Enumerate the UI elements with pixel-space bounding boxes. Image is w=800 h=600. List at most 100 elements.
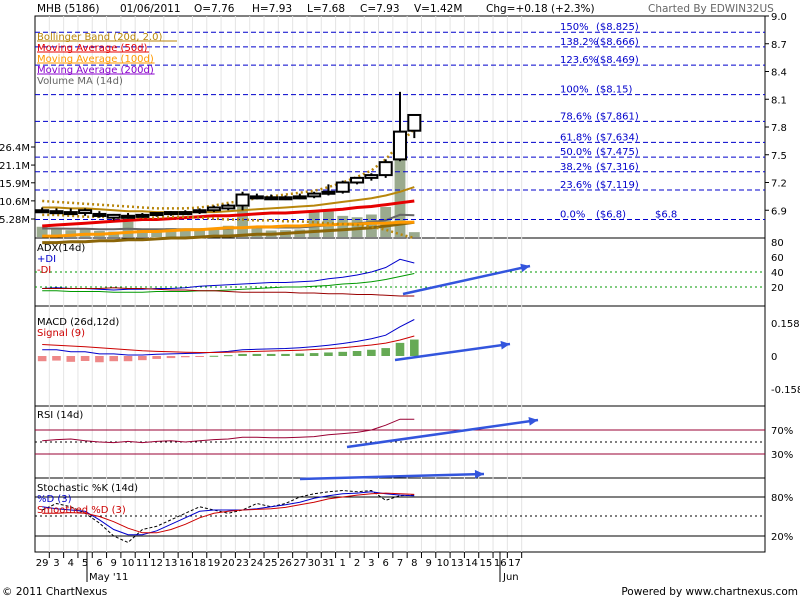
fib-right-label: $6.8	[655, 210, 677, 221]
price-tick-label: 6.9	[771, 206, 787, 217]
x-day-label: 17	[508, 558, 521, 569]
macd-histogram-bar	[352, 351, 362, 356]
macd-histogram-bar	[309, 353, 319, 356]
macd-histogram-bar	[152, 356, 161, 359]
fib-price-label: ($7.119)	[596, 180, 639, 191]
fib-level-label: 38.2%	[560, 162, 592, 173]
fib-price-label: ($8.15)	[596, 85, 633, 96]
volume-tick-label: 10.6M	[0, 197, 30, 208]
header-field: MHB (5186)	[37, 3, 99, 15]
price-tick-label: 8.7	[771, 40, 787, 51]
bollinger-lower-line	[42, 213, 415, 240]
macd-histogram-bar	[367, 349, 376, 356]
x-day-label: 7	[397, 558, 403, 569]
powered-by-label: Powered by www.chartnexus.com	[621, 586, 798, 598]
fib-price-label: ($7.475)	[596, 147, 639, 158]
x-day-label: 10	[437, 558, 450, 569]
header-field: 01/06/2011	[120, 3, 181, 15]
price-legend-entry: Bollinger Band (20d, 2.0)	[37, 32, 163, 43]
volume-bar	[365, 214, 377, 237]
x-day-label: 26	[279, 558, 292, 569]
x-day-label: 24	[250, 558, 263, 569]
x-day-label: 9	[111, 558, 117, 569]
macd-legend-entry: Signal (9)	[37, 328, 85, 339]
candle-body	[278, 196, 293, 201]
rsi-legend-entry: RSI (14d)	[37, 410, 83, 421]
adx-tick-label: 60	[771, 253, 784, 264]
macd-tick-label: -0.158	[771, 385, 800, 396]
candle-body	[221, 204, 236, 210]
x-day-label: 18	[193, 558, 206, 569]
x-day-label: 16	[179, 558, 192, 569]
macd-trend-arrow	[394, 342, 511, 362]
volume-bar	[208, 228, 220, 237]
macd-histogram-bar	[52, 356, 61, 361]
candle-body	[350, 176, 365, 184]
adx-trend-arrow-head	[520, 263, 530, 273]
price-legend-entry: Moving Average (50d)	[37, 43, 148, 54]
x-day-label: 30	[308, 558, 321, 569]
volume-bar	[222, 225, 234, 237]
fib-level-label: 138.2%	[560, 37, 598, 48]
price-tick-label: 8.1	[771, 95, 787, 106]
fib-level-label: 150%	[560, 22, 589, 33]
volume-tick-label: 21.1M	[0, 161, 30, 172]
candle-body	[149, 212, 164, 217]
x-day-label: 15	[480, 558, 493, 569]
macd-histogram-bar	[95, 356, 104, 363]
ma200-line	[42, 220, 415, 245]
x-day-label: 19	[208, 558, 221, 569]
x-day-label: 6	[96, 558, 102, 569]
stoch-tick-label: 80%	[771, 493, 793, 504]
x-day-label: 25	[265, 558, 278, 569]
x-day-label: 20	[222, 558, 235, 569]
x-day-label: 5	[82, 558, 88, 569]
stoch-legend-entry: Smoothed %D (3)	[37, 505, 126, 516]
candle-body	[378, 161, 393, 177]
x-day-label: 10	[122, 558, 135, 569]
minus-di-line	[42, 287, 415, 297]
rsi-trend-arrow	[346, 418, 539, 449]
rsi-trend-arrow-head	[528, 416, 538, 426]
volume-bar	[179, 229, 191, 237]
price-tick-label: 8.4	[771, 68, 787, 79]
adx-trend-arrow	[402, 264, 531, 296]
header-field: Chg=+0.18 (+2.3%)	[486, 3, 595, 15]
adx-tick-label: 80	[771, 238, 784, 249]
price-tick-label: 7.8	[771, 123, 787, 134]
smoothed-d-line	[42, 492, 415, 534]
x-day-label: 13	[165, 558, 178, 569]
fib-level-label: 50.0%	[560, 147, 592, 158]
x-month-label: May '11	[89, 572, 128, 583]
candle-body	[121, 214, 136, 219]
volume-bar	[337, 215, 349, 237]
x-day-label: 6	[382, 558, 388, 569]
candle-body	[192, 209, 207, 214]
rsi-tick-label: 30%	[771, 450, 793, 461]
adx-legend-entry: -DI	[37, 265, 51, 276]
copyright-label: © 2011 ChartNexus	[2, 586, 107, 598]
fib-price-label: ($7.861)	[596, 111, 639, 122]
candle-body	[335, 181, 350, 193]
adx-legend-entry: +DI	[37, 254, 56, 265]
x-day-label: 14	[465, 558, 478, 569]
macd-histogram-bar	[181, 356, 190, 358]
adx-line	[42, 273, 415, 293]
candle-body	[364, 174, 379, 179]
macd-histogram-bar	[195, 356, 204, 357]
price-tick-label: 7.5	[771, 151, 787, 162]
bollinger-mid-line	[42, 186, 415, 214]
fib-price-label: ($7.316)	[596, 162, 639, 173]
fib-price-label: ($8.825)	[596, 22, 639, 33]
x-day-label: 9	[425, 558, 431, 569]
macd-histogram-bar	[381, 348, 390, 356]
volume-bar	[36, 226, 48, 237]
candle-body	[92, 212, 107, 217]
price-legend-entry: Volume MA (14d)	[37, 76, 123, 87]
fib-price-label: ($8.469)	[596, 55, 639, 66]
header-field: H=7.93	[252, 3, 292, 15]
x-day-label: 1	[340, 558, 346, 569]
volume-bar	[194, 228, 206, 237]
candle-body	[35, 209, 50, 214]
